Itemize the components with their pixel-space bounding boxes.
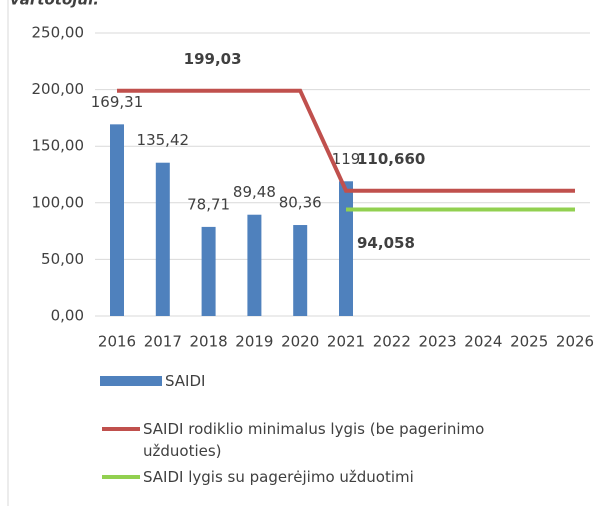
x-tick-label: 2016: [98, 333, 136, 351]
data-label: 80,36: [279, 194, 322, 212]
bar: [247, 214, 262, 316]
data-label: 94,058: [357, 234, 415, 252]
x-tick-label: 2022: [373, 333, 411, 351]
data-label: 135,42: [137, 131, 190, 149]
legend-label: SAIDI lygis su pagerėjimo užduotimi: [143, 468, 414, 486]
x-tick-label: 2024: [464, 333, 502, 351]
y-tick-label: 50,00: [41, 250, 84, 268]
y-tick-label: 0,00: [51, 307, 84, 325]
x-tick-label: 2017: [144, 333, 182, 351]
y-tick-label: 150,00: [32, 137, 85, 155]
y-tick-label: 250,00: [32, 24, 85, 42]
x-tick-label: 2026: [556, 333, 594, 351]
data-label: 169,31: [91, 93, 144, 111]
bar: [201, 226, 216, 316]
bar: [293, 225, 308, 316]
bar: [110, 124, 124, 316]
legend-swatch: [100, 376, 162, 386]
x-tick-label: 2018: [190, 333, 228, 351]
data-label: 199,03: [184, 50, 242, 68]
chart-title: vartotojui.: [10, 0, 99, 9]
legend-label: SAIDI: [165, 372, 206, 390]
y-tick-label: 100,00: [32, 193, 85, 211]
line-series: [117, 88, 575, 193]
x-tick-label: 2025: [510, 333, 548, 351]
legend-label: SAIDI rodiklio minimalus lygis (be pager…: [143, 420, 485, 460]
y-tick-label: 200,00: [32, 80, 85, 98]
x-tick-label: 2021: [327, 333, 365, 351]
data-label: 110,660: [357, 150, 425, 168]
x-tick-label: 2019: [235, 333, 273, 351]
data-label: 119: [332, 150, 361, 168]
x-tick-label: 2023: [419, 333, 457, 351]
x-tick-label: 2020: [281, 333, 319, 351]
bar: [155, 162, 170, 316]
data-label: 78,71: [187, 195, 230, 213]
bar: [339, 181, 353, 316]
data-label: 89,48: [233, 183, 276, 201]
